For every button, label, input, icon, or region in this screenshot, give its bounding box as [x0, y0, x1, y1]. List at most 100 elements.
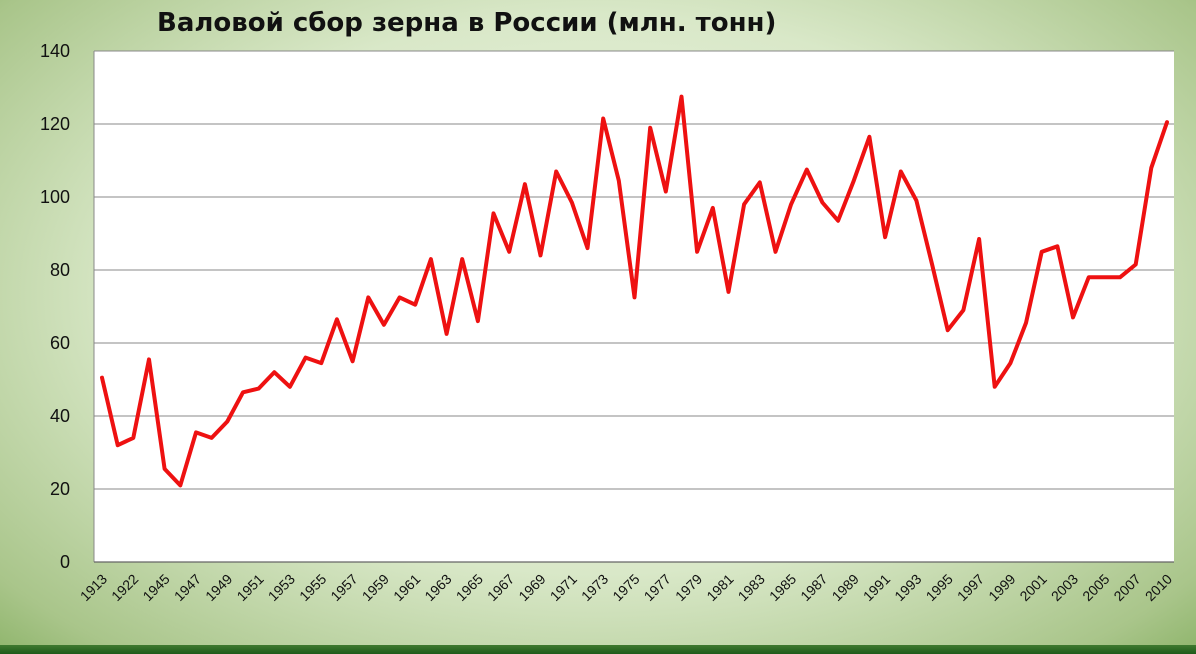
- x-tick-label: 1965: [453, 571, 486, 604]
- y-tick-label: 0: [60, 552, 70, 572]
- data-point: [758, 180, 762, 184]
- x-tick-label: 1947: [171, 571, 204, 604]
- x-tick-label: 1985: [766, 571, 799, 604]
- data-point: [554, 170, 558, 174]
- x-tick-label: 1922: [108, 571, 141, 604]
- y-tick-label: 80: [50, 260, 70, 280]
- data-point: [1071, 315, 1075, 319]
- data-point: [695, 250, 699, 254]
- data-point: [100, 376, 104, 380]
- data-point: [131, 436, 135, 440]
- data-point: [1040, 250, 1044, 254]
- x-tick-label: 1949: [202, 571, 235, 604]
- x-tick-label: 1973: [578, 571, 611, 604]
- data-point: [398, 295, 402, 299]
- data-point: [977, 237, 981, 241]
- x-tick-label: 1953: [265, 571, 298, 604]
- x-tick-label: 1981: [703, 571, 736, 604]
- x-axis-ticks: 1913192219451947194919511953195519571959…: [77, 571, 1175, 604]
- data-point: [116, 443, 120, 447]
- x-tick-label: 1983: [735, 571, 768, 604]
- data-point: [586, 246, 590, 250]
- y-tick-label: 100: [40, 187, 70, 207]
- x-tick-label: 1967: [484, 571, 517, 604]
- x-tick-label: 1993: [891, 571, 924, 604]
- data-point: [1087, 275, 1091, 279]
- data-point: [1008, 361, 1012, 365]
- x-tick-label: 1957: [327, 571, 360, 604]
- data-point: [1134, 263, 1138, 267]
- data-point: [993, 385, 997, 389]
- data-point: [507, 250, 511, 254]
- data-point: [272, 370, 276, 374]
- x-tick-label: 1951: [233, 571, 266, 604]
- x-tick-label: 1995: [923, 571, 956, 604]
- data-point: [163, 467, 167, 471]
- y-tick-label: 140: [40, 41, 70, 61]
- data-point: [914, 199, 918, 203]
- plot-area: [94, 51, 1174, 562]
- data-point: [633, 295, 637, 299]
- data-point: [789, 202, 793, 206]
- series-line: [100, 94, 1169, 488]
- bottom-bar: [0, 645, 1196, 654]
- data-point: [1118, 275, 1122, 279]
- x-tick-label: 1913: [77, 571, 110, 604]
- data-point: [351, 359, 355, 363]
- data-point: [366, 295, 370, 299]
- data-point: [257, 387, 261, 391]
- y-tick-label: 20: [50, 479, 70, 499]
- data-point: [210, 436, 214, 440]
- data-point: [680, 95, 684, 99]
- data-point: [930, 263, 934, 267]
- data-point: [492, 211, 496, 215]
- x-tick-label: 2005: [1079, 571, 1112, 604]
- data-point: [867, 135, 871, 139]
- data-point: [382, 323, 386, 327]
- data-point: [899, 170, 903, 174]
- gridlines: [93, 50, 1174, 563]
- data-point: [429, 257, 433, 261]
- data-point: [476, 319, 480, 323]
- x-tick-label: 1979: [672, 571, 705, 604]
- x-tick-label: 1991: [860, 571, 893, 604]
- data-point: [883, 235, 887, 239]
- data-point: [288, 385, 292, 389]
- y-tick-label: 60: [50, 333, 70, 353]
- x-tick-label: 1999: [985, 571, 1018, 604]
- x-tick-label: 1963: [421, 571, 454, 604]
- data-point: [648, 126, 652, 130]
- data-point: [711, 206, 715, 210]
- x-tick-label: 2001: [1016, 571, 1049, 604]
- data-point: [319, 361, 323, 365]
- data-point: [1102, 275, 1106, 279]
- x-tick-label: 1977: [641, 571, 674, 604]
- y-tick-label: 120: [40, 114, 70, 134]
- data-point: [742, 202, 746, 206]
- data-point: [304, 356, 308, 360]
- x-tick-label: 1959: [359, 571, 392, 604]
- data-point: [727, 290, 731, 294]
- x-tick-label: 2010: [1142, 571, 1175, 604]
- y-axis-ticks: 0 20 40 60 80 100 120 140: [40, 41, 70, 572]
- data-point: [820, 201, 824, 205]
- x-tick-label: 2007: [1110, 571, 1143, 604]
- series-layer: [100, 94, 1169, 488]
- x-tick-label: 1975: [609, 571, 642, 604]
- x-tick-label: 1945: [139, 571, 172, 604]
- data-point: [961, 308, 965, 312]
- data-point: [413, 303, 417, 307]
- data-point: [617, 179, 621, 183]
- data-point: [946, 328, 950, 332]
- data-point: [570, 201, 574, 205]
- data-point: [852, 179, 856, 183]
- x-tick-label: 2003: [1048, 571, 1081, 604]
- data-point: [147, 357, 151, 361]
- data-point: [774, 250, 778, 254]
- data-point: [241, 390, 245, 394]
- data-point: [225, 420, 229, 424]
- data-point: [178, 483, 182, 487]
- y-tick-label: 40: [50, 406, 70, 426]
- x-tick-label: 1961: [390, 571, 423, 604]
